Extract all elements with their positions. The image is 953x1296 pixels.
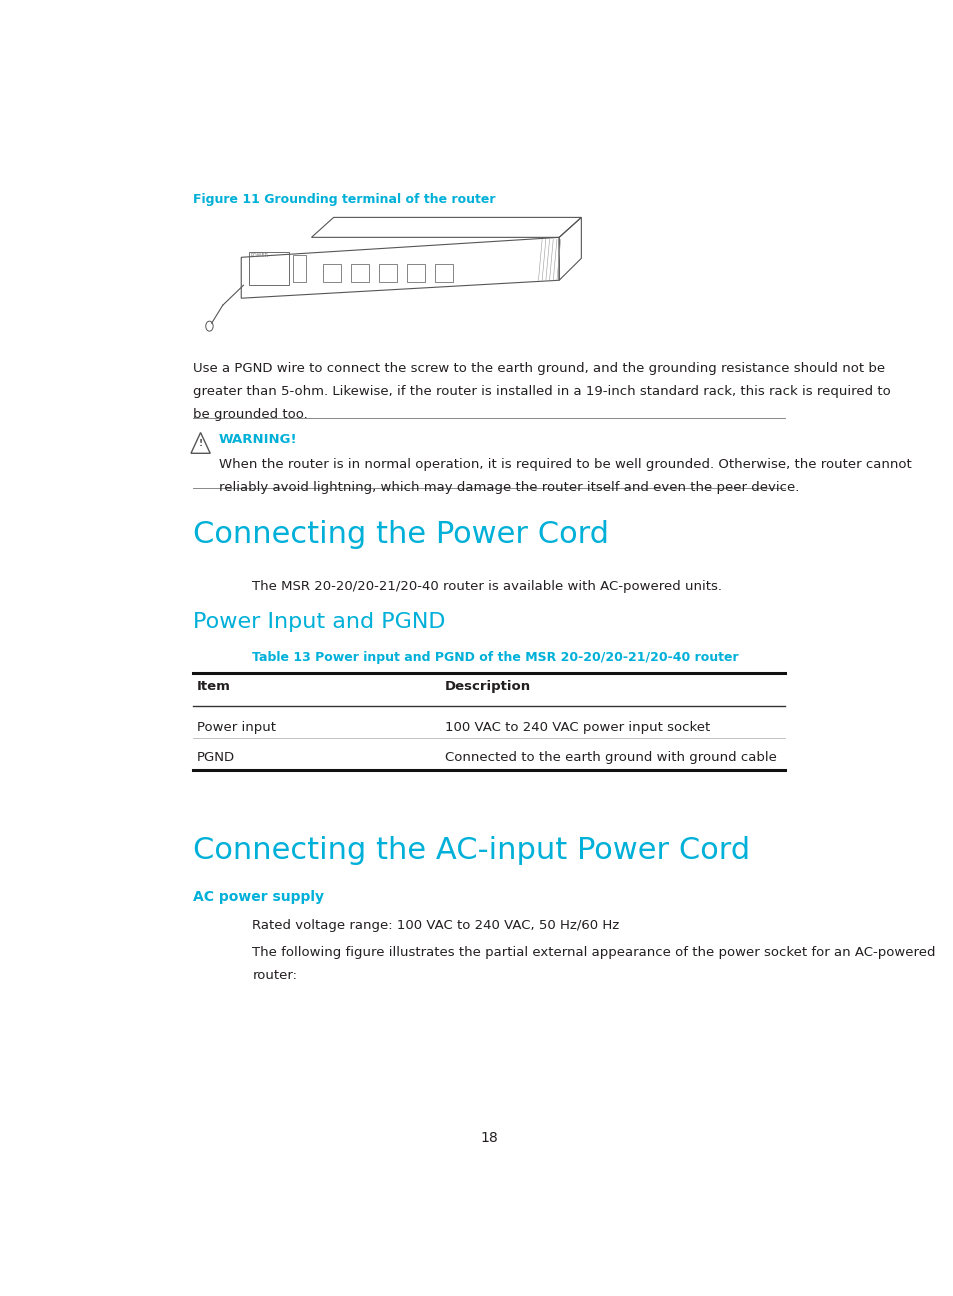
Text: 100 VAC to 240 VAC power input socket: 100 VAC to 240 VAC power input socket [444,722,709,735]
Text: Table 13 Power input and PGND of the MSR 20-20/20-21/20-40 router: Table 13 Power input and PGND of the MSR… [252,652,739,665]
Text: Description: Description [444,680,530,693]
Text: Figure 11 Grounding terminal of the router: Figure 11 Grounding terminal of the rout… [193,193,496,206]
Text: Item: Item [196,680,231,693]
Text: router:: router: [252,969,297,982]
Bar [435,264,453,283]
Bar [406,264,425,283]
Text: reliably avoid lightning, which may damage the router itself and even the peer d: reliably avoid lightning, which may dama… [219,481,799,494]
Bar [378,264,396,283]
Text: greater than 5-ohm. Likewise, if the router is installed in a 19-inch standard r: greater than 5-ohm. Likewise, if the rou… [193,385,890,398]
Bar [293,255,306,283]
Text: The following figure illustrates the partial external appearance of the power so: The following figure illustrates the par… [252,946,935,959]
Bar [322,264,341,283]
Text: Use a PGND wire to connect the screw to the earth ground, and the grounding resi: Use a PGND wire to connect the screw to … [193,362,884,375]
Text: Rated voltage range: 100 VAC to 240 VAC, 50 Hz/60 Hz: Rated voltage range: 100 VAC to 240 VAC,… [252,919,618,932]
Text: POWER: POWER [251,253,269,258]
Text: The MSR 20-20/20-21/20-40 router is available with AC-powered units.: The MSR 20-20/20-21/20-40 router is avai… [252,579,721,592]
Text: Power input: Power input [196,722,275,735]
Text: Power Input and PGND: Power Input and PGND [193,612,445,631]
Text: Connecting the AC-input Power Cord: Connecting the AC-input Power Cord [193,836,749,866]
Text: 18: 18 [479,1131,497,1146]
Text: When the router is in normal operation, it is required to be well grounded. Othe: When the router is in normal operation, … [219,457,911,470]
Text: !: ! [198,439,202,448]
Text: Connecting the Power Cord: Connecting the Power Cord [193,520,609,548]
Bar [249,253,289,285]
Text: AC power supply: AC power supply [193,890,324,905]
Bar [351,264,369,283]
Text: WARNING!: WARNING! [219,433,297,446]
Text: PGND: PGND [196,752,234,765]
Text: Connected to the earth ground with ground cable: Connected to the earth ground with groun… [444,752,776,765]
Text: be grounded too.: be grounded too. [193,408,308,421]
